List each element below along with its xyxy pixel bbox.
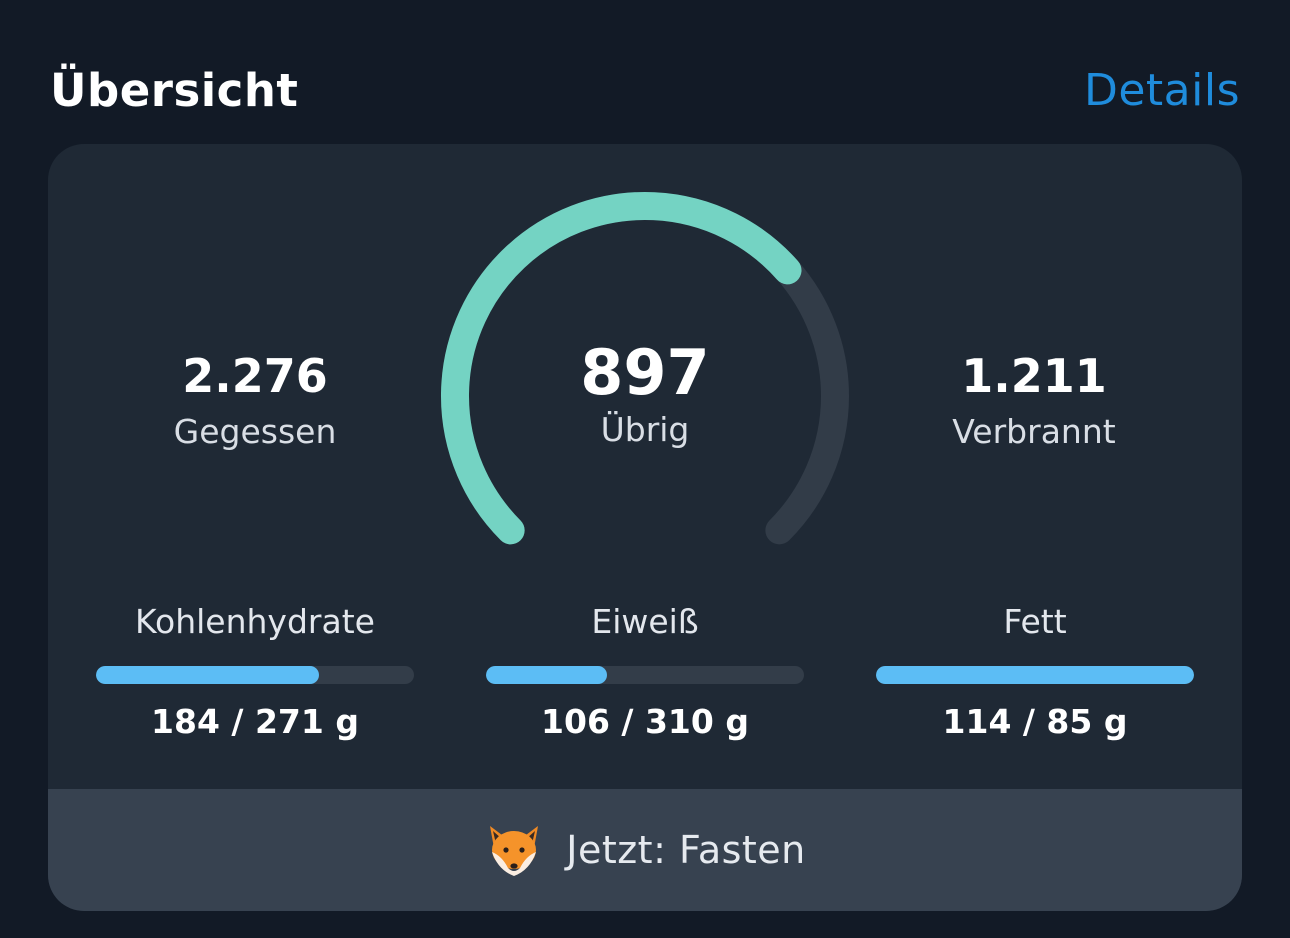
macro-value: 114 / 85 g (942, 702, 1128, 741)
fasting-status-bar[interactable]: Jetzt: Fasten (48, 789, 1242, 911)
macro-progress-track (96, 666, 414, 684)
remaining-value: 897 (580, 336, 710, 409)
details-link[interactable]: Details (1083, 64, 1240, 116)
macro-fat: Fett 114 / 85 g (876, 600, 1194, 744)
overview-header: Übersicht Details (50, 58, 1240, 122)
macro-progress-track (486, 666, 804, 684)
eaten-stat: 2.276 Gegessen (90, 348, 420, 452)
eaten-label: Gegessen (173, 412, 337, 451)
calorie-gauge (441, 192, 849, 545)
burned-value: 1.211 (961, 349, 1107, 403)
remaining-stat: 897 Übrig (495, 338, 795, 450)
eaten-value: 2.276 (182, 349, 328, 403)
section-title: Übersicht (50, 63, 299, 117)
burned-label: Verbrannt (952, 412, 1116, 451)
fasting-status-text: Jetzt: Fasten (566, 828, 806, 872)
macro-value: 184 / 271 g (151, 702, 359, 741)
macro-label: Eiweiß (591, 602, 699, 641)
gauge-fill (441, 192, 802, 545)
fox-icon (490, 826, 539, 876)
macro-progress-fill (876, 666, 1194, 684)
macro-carbs: Kohlenhydrate 184 / 271 g (96, 600, 414, 744)
macro-value: 106 / 310 g (541, 702, 749, 741)
macro-progress-track (876, 666, 1194, 684)
overview-card[interactable]: 2.276 Gegessen 897 Übrig 1.211 Verbrannt… (48, 144, 1242, 911)
macro-progress-fill (96, 666, 319, 684)
macro-progress-fill (486, 666, 607, 684)
macro-label: Kohlenhydrate (135, 602, 375, 641)
remaining-label: Übrig (600, 410, 690, 449)
burned-stat: 1.211 Verbrannt (869, 348, 1199, 452)
macro-protein: Eiweiß 106 / 310 g (486, 600, 804, 744)
macro-label: Fett (1003, 602, 1067, 641)
